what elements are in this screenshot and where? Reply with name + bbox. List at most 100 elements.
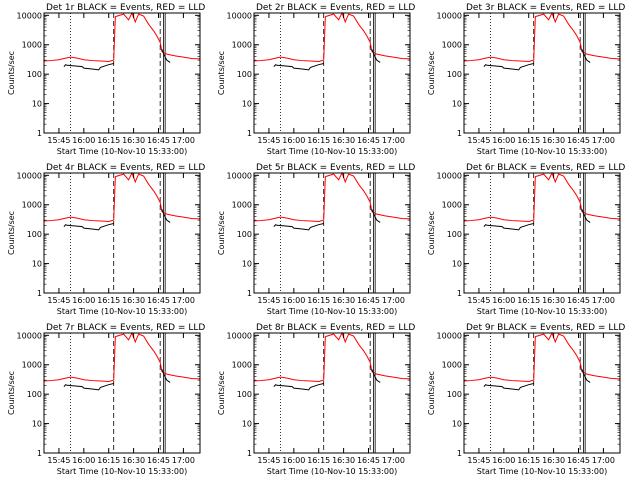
y-tick-label: 1 xyxy=(247,129,252,138)
x-axis-label: Start Time (10-Nov-10 15:33:00) xyxy=(57,147,187,156)
detector-panel: Det 8r BLACK = Events, RED = LLD 1 10 100 10… xyxy=(217,323,415,476)
events-series-line xyxy=(371,209,381,223)
y-tick-label: 1000 xyxy=(442,361,462,370)
y-tick-label: 1000 xyxy=(232,41,252,50)
x-tick-label: 16:45 xyxy=(357,296,380,305)
y-axis-label: Counts/sec xyxy=(217,211,226,255)
lld-series-line xyxy=(253,11,411,62)
x-tick-label: 15:45 xyxy=(467,136,490,145)
x-tick-label: 16:00 xyxy=(492,456,515,465)
events-series-line xyxy=(483,223,534,231)
events-series-line xyxy=(371,49,381,63)
x-tick-label: 16:00 xyxy=(72,456,95,465)
x-tick-label: 16:00 xyxy=(282,456,305,465)
y-tick-label: 1000 xyxy=(232,361,252,370)
events-series-line xyxy=(63,383,114,391)
y-axis-label: Counts/sec xyxy=(7,211,16,255)
x-tick-label: 16:45 xyxy=(567,296,590,305)
y-tick-label: 1000 xyxy=(442,201,462,210)
y-tick-label: 10000 xyxy=(437,331,462,340)
x-tick-label: 16:15 xyxy=(97,136,120,145)
events-series-line xyxy=(483,63,534,71)
y-axis-label: Counts/sec xyxy=(217,371,226,415)
y-axis-label: Counts/sec xyxy=(427,51,436,95)
x-tick-label: 15:45 xyxy=(257,296,280,305)
y-tick-label: 100 xyxy=(447,230,462,239)
lld-series-line xyxy=(43,11,201,62)
events-series-line xyxy=(161,369,171,383)
x-tick-label: 16:00 xyxy=(282,136,305,145)
x-tick-label: 17:00 xyxy=(592,296,615,305)
panel-title: Det 7r BLACK = Events, RED = LLD xyxy=(46,323,205,333)
lld-series-line xyxy=(253,331,411,382)
y-axis-label: Counts/sec xyxy=(427,211,436,255)
y-tick-label: 10 xyxy=(242,100,252,109)
lld-series-line xyxy=(463,11,621,62)
y-tick-label: 10 xyxy=(452,260,462,269)
x-tick-label: 15:45 xyxy=(47,456,70,465)
y-axis-label: Counts/sec xyxy=(7,371,16,415)
panel-title: Det 2r BLACK = Events, RED = LLD xyxy=(256,3,415,13)
x-tick-label: 16:15 xyxy=(307,136,330,145)
x-tick-label: 15:45 xyxy=(257,456,280,465)
x-axis-label: Start Time (10-Nov-10 15:33:00) xyxy=(477,147,607,156)
x-tick-label: 15:45 xyxy=(467,456,490,465)
x-tick-label: 16:30 xyxy=(542,136,565,145)
plot-frame xyxy=(253,172,411,294)
x-tick-label: 15:45 xyxy=(257,136,280,145)
plot-frame xyxy=(43,172,201,294)
plot-frame xyxy=(463,332,621,454)
x-axis-label: Start Time (10-Nov-10 15:33:00) xyxy=(57,467,187,476)
x-tick-label: 16:30 xyxy=(332,296,355,305)
x-axis-label: Start Time (10-Nov-10 15:33:00) xyxy=(267,467,397,476)
x-tick-label: 16:45 xyxy=(147,296,170,305)
y-tick-label: 10000 xyxy=(437,171,462,180)
events-series-line xyxy=(581,49,591,63)
events-series-line xyxy=(483,383,534,391)
y-tick-label: 10 xyxy=(32,420,42,429)
x-tick-label: 17:00 xyxy=(592,456,615,465)
y-tick-label: 100 xyxy=(237,390,252,399)
x-tick-label: 15:45 xyxy=(467,296,490,305)
detector-panel: Det 6r BLACK = Events, RED = LLD 1 10 100 10… xyxy=(427,163,625,316)
detector-panel: Det 3r BLACK = Events, RED = LLD 1 10 100 10… xyxy=(427,3,625,156)
x-tick-label: 16:30 xyxy=(332,136,355,145)
y-tick-label: 1 xyxy=(37,289,42,298)
events-series-line xyxy=(63,63,114,71)
y-tick-label: 10000 xyxy=(17,171,42,180)
x-tick-label: 17:00 xyxy=(172,296,195,305)
x-tick-label: 16:45 xyxy=(357,456,380,465)
events-series-line xyxy=(581,369,591,383)
x-tick-label: 16:15 xyxy=(307,296,330,305)
detector-panel: Det 1r BLACK = Events, RED = LLD 1 10 100 10… xyxy=(7,3,205,156)
y-tick-label: 10 xyxy=(32,100,42,109)
x-axis-label: Start Time (10-Nov-10 15:33:00) xyxy=(477,307,607,316)
detector-panel: Det 2r BLACK = Events, RED = LLD 1 10 100 10… xyxy=(217,3,415,156)
y-tick-label: 1000 xyxy=(442,41,462,50)
x-tick-label: 16:15 xyxy=(517,136,540,145)
x-tick-label: 16:45 xyxy=(567,136,590,145)
x-tick-label: 16:15 xyxy=(97,456,120,465)
y-tick-label: 1 xyxy=(247,289,252,298)
x-tick-label: 16:00 xyxy=(72,136,95,145)
y-axis-label: Counts/sec xyxy=(217,51,226,95)
x-tick-label: 16:00 xyxy=(282,296,305,305)
y-axis-label: Counts/sec xyxy=(427,371,436,415)
y-tick-label: 10000 xyxy=(17,331,42,340)
x-tick-label: 16:15 xyxy=(517,456,540,465)
y-tick-label: 10 xyxy=(32,260,42,269)
events-series-line xyxy=(273,383,324,391)
x-tick-label: 17:00 xyxy=(592,136,615,145)
detector-panel: Det 7r BLACK = Events, RED = LLD 1 10 100 10… xyxy=(7,323,205,476)
y-tick-label: 10000 xyxy=(227,331,252,340)
events-series-line xyxy=(581,209,591,223)
y-tick-label: 1 xyxy=(457,129,462,138)
x-tick-label: 16:30 xyxy=(542,456,565,465)
x-tick-label: 15:45 xyxy=(47,296,70,305)
panel-title: Det 8r BLACK = Events, RED = LLD xyxy=(256,323,415,333)
plot-frame xyxy=(253,12,411,134)
y-tick-label: 100 xyxy=(237,70,252,79)
y-tick-label: 1 xyxy=(37,129,42,138)
